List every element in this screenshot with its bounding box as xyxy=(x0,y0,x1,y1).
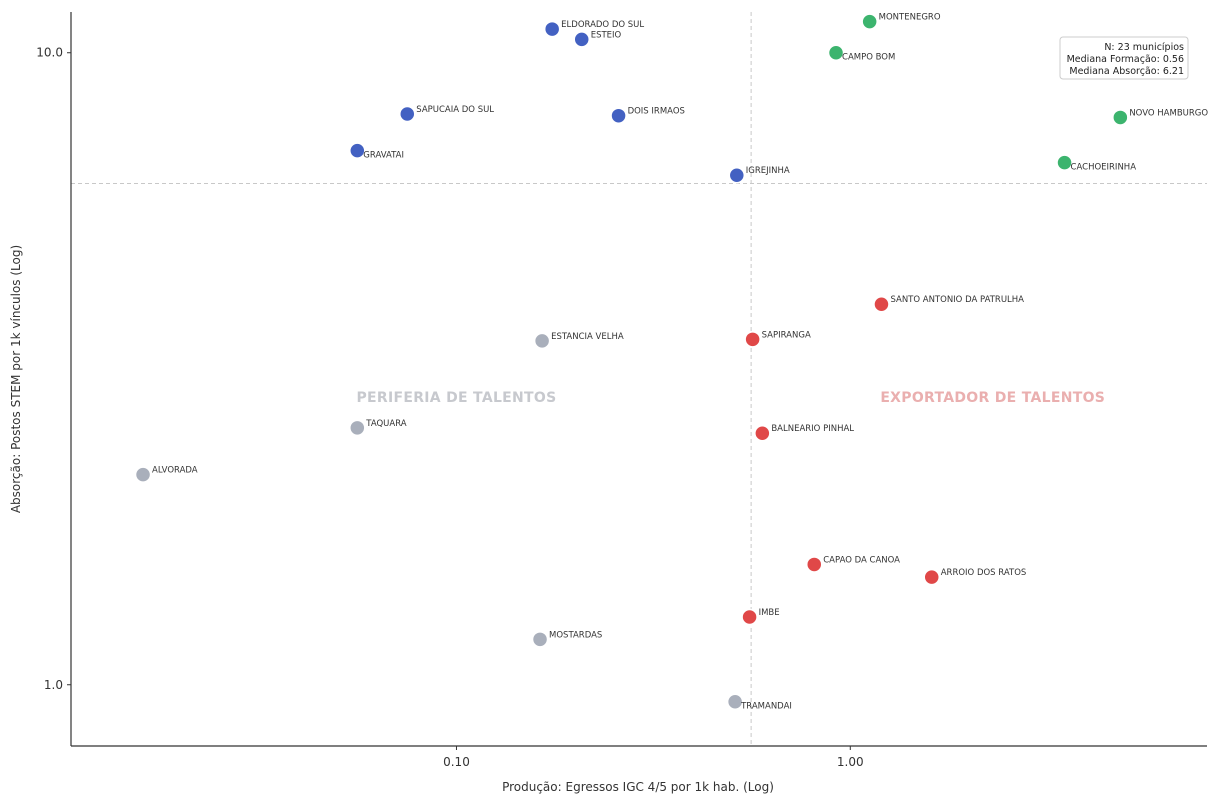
label-taquara: TAQUARA xyxy=(365,419,406,429)
point-taquara xyxy=(349,419,366,437)
label-igrejinha: IGREJINHA xyxy=(746,166,790,176)
point-balneario-pinhal xyxy=(754,424,771,442)
label-imbe: IMBE xyxy=(759,608,780,618)
y-tick-label: 10.0 xyxy=(36,46,63,60)
label-alvorada: ALVORADA xyxy=(152,466,198,476)
y-tick-label: 1.0 xyxy=(44,678,63,692)
axis-ticks: 0.10 1.00 1.0 10.0 xyxy=(36,46,863,769)
quadrant-labels: DISTRITO DE ABSORÇÃOHUB DE EXCELÊNCIAPER… xyxy=(356,390,1105,406)
quadrant-label-periferia-de-talentos: PERIFERIA DE TALENTOS xyxy=(356,390,556,406)
point-estancia-velha xyxy=(533,332,551,350)
label-sapiranga: SAPIRANGA xyxy=(762,330,811,340)
quadrant-label-exportador-de-talentos: EXPORTADOR DE TALENTOS xyxy=(880,390,1105,406)
point-montenegro xyxy=(861,13,878,30)
point-igrejinha xyxy=(728,166,746,184)
x-axis-label: Produção: Egressos IGC 4/5 por 1k hab. (… xyxy=(502,780,774,794)
label-capao-da-canoa: CAPAO DA CANOA xyxy=(823,555,900,565)
stats-box-frame xyxy=(1059,36,1189,80)
stats-line-median-formacao: Mediana Formação: 0.56 xyxy=(1067,54,1184,65)
label-gravatai: GRAVATAI xyxy=(363,151,404,161)
y-axis-label: Absorção: Postos STEM por 1k vínculos (L… xyxy=(9,245,23,513)
stats-line-count: N: 23 municípios xyxy=(1104,42,1184,53)
label-cachoeirinha: CACHOEIRINHA xyxy=(1071,163,1137,173)
label-balneario-pinhal: BALNEARIO PINHAL xyxy=(771,424,854,434)
point-eldorado-do-sul xyxy=(543,20,561,38)
point-labels: CAXIAS DO SULPORTO ALEGREMONTENEGROCAMPO… xyxy=(152,13,1208,712)
point-esteio xyxy=(573,31,590,48)
point-novo-hamburgo xyxy=(1112,109,1129,126)
label-santo-antonio-da-patrulha: SANTO ANTONIO DA PATRULHA xyxy=(890,295,1024,305)
point-sapucaia-do-sul xyxy=(399,105,416,123)
x-tick-label: 1.00 xyxy=(837,755,864,769)
label-novo-hamburgo: NOVO HAMBURGO xyxy=(1129,108,1208,118)
point-arroio-dos-ratos xyxy=(923,568,940,586)
point-santo-antonio-da-patrulha xyxy=(873,295,890,313)
label-arroio-dos-ratos: ARROIO DOS RATOS xyxy=(941,568,1027,578)
point-imbe xyxy=(741,608,758,626)
median-lines xyxy=(71,12,1207,746)
label-estancia-velha: ESTANCIA VELHA xyxy=(551,332,624,342)
data-points xyxy=(134,13,1129,710)
label-eldorado-do-sul: ELDORADO DO SUL xyxy=(561,20,644,30)
axes xyxy=(70,12,1207,747)
stats-line-median-absorcao: Mediana Absorção: 6.21 xyxy=(1069,66,1184,77)
point-gravatai xyxy=(349,142,366,159)
label-sapucaia-do-sul: SAPUCAIA DO SUL xyxy=(416,105,494,115)
label-tramandai: TRAMANDAI xyxy=(740,702,792,712)
point-tramandai xyxy=(726,693,744,710)
label-esteio: ESTEIO xyxy=(591,30,622,40)
point-sapiranga xyxy=(744,331,761,348)
label-campo-bom: CAMPO BOM xyxy=(842,53,895,63)
x-tick-label: 0.10 xyxy=(443,755,470,769)
stats-box: N: 23 municípios Mediana Formação: 0.56 … xyxy=(1059,36,1189,80)
point-mostardas xyxy=(531,631,549,648)
point-alvorada xyxy=(134,466,152,483)
label-mostardas: MOSTARDAS xyxy=(549,630,602,640)
label-montenegro: MONTENEGRO xyxy=(879,13,941,23)
point-campo-bom xyxy=(827,44,845,61)
point-capao-da-canoa xyxy=(805,556,823,573)
label-dois-irmaos: DOIS IRMAOS xyxy=(628,107,685,117)
point-dois-irmaos xyxy=(610,107,627,124)
point-cachoeirinha xyxy=(1056,154,1073,171)
